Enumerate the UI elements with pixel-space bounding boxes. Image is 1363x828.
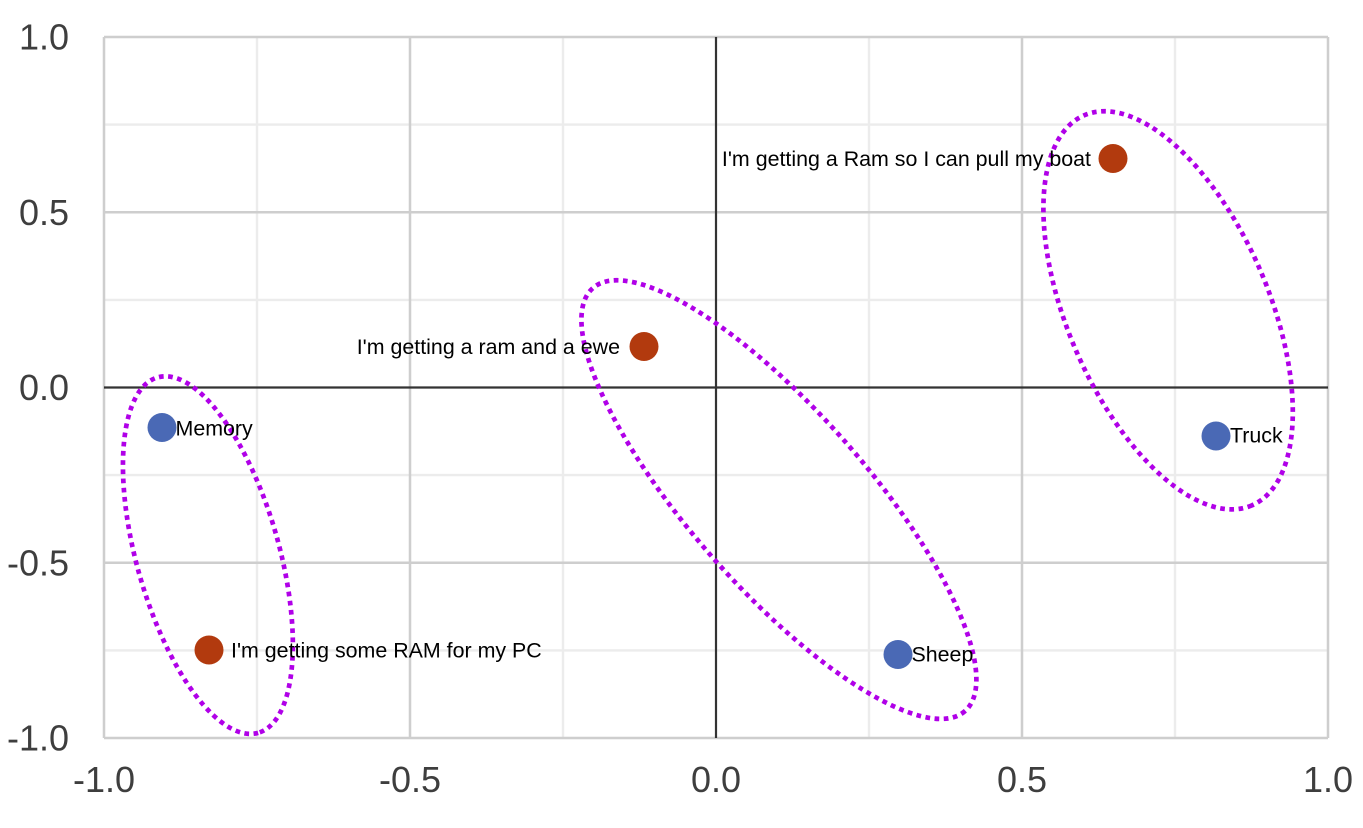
- svg-text:Sheep: Sheep: [912, 643, 974, 667]
- svg-text:0.0: 0.0: [691, 759, 741, 800]
- svg-text:0.0: 0.0: [19, 367, 69, 408]
- svg-text:Memory: Memory: [176, 417, 254, 441]
- svg-text:-1.0: -1.0: [73, 759, 135, 800]
- svg-text:-1.0: -1.0: [7, 718, 69, 759]
- svg-text:Truck: Truck: [1230, 424, 1283, 448]
- svg-text:I'm getting a Ram so I can pul: I'm getting a Ram so I can pull my boat: [722, 147, 1091, 171]
- svg-text:1.0: 1.0: [1303, 759, 1353, 800]
- svg-text:I'm getting some RAM for my PC: I'm getting some RAM for my PC: [231, 639, 542, 663]
- svg-text:I'm getting a ram and a ewe: I'm getting a ram and a ewe: [357, 335, 620, 359]
- svg-text:-0.5: -0.5: [7, 542, 69, 583]
- svg-text:0.5: 0.5: [19, 192, 69, 233]
- svg-text:0.5: 0.5: [997, 759, 1047, 800]
- svg-text:-0.5: -0.5: [379, 759, 441, 800]
- svg-text:1.0: 1.0: [19, 17, 69, 58]
